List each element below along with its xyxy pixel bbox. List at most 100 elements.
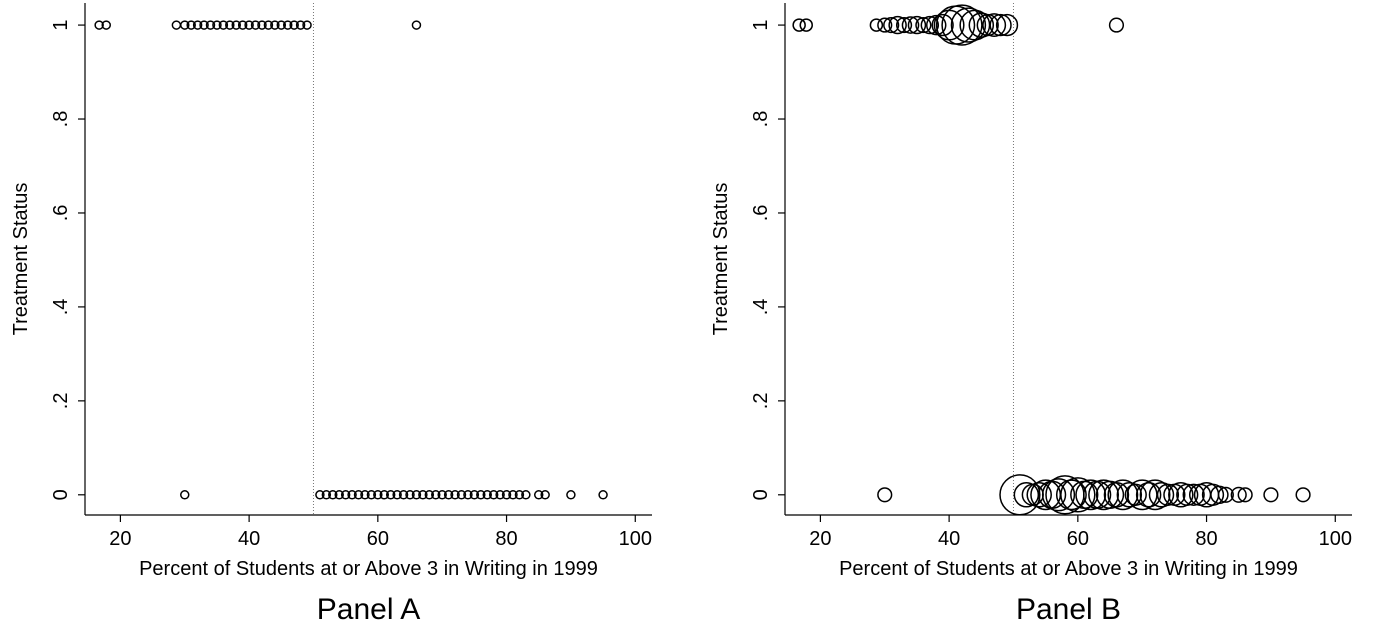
point bbox=[373, 490, 383, 500]
point bbox=[315, 490, 325, 500]
point bbox=[469, 490, 480, 500]
y-tick-label: .4 bbox=[750, 299, 772, 316]
point bbox=[263, 20, 274, 30]
bubble bbox=[1156, 483, 1180, 506]
point bbox=[244, 20, 254, 30]
point bbox=[199, 20, 209, 30]
point bbox=[347, 490, 357, 500]
x-tick-label: 40 bbox=[938, 528, 960, 550]
bubble bbox=[1088, 479, 1120, 511]
y-axis-title: Treatment Status bbox=[710, 183, 732, 336]
bubble bbox=[895, 16, 913, 34]
point bbox=[171, 20, 182, 30]
point bbox=[366, 490, 377, 500]
bubble bbox=[1107, 479, 1139, 511]
bubble bbox=[989, 13, 1012, 37]
y-tick-label: 1 bbox=[50, 20, 72, 31]
panel-title: Panel A bbox=[317, 593, 420, 626]
bubble bbox=[869, 18, 884, 32]
bubble bbox=[982, 13, 1007, 38]
bubble bbox=[931, 13, 954, 37]
point bbox=[270, 20, 280, 30]
point bbox=[334, 490, 344, 500]
point bbox=[212, 20, 222, 30]
bubble bbox=[1263, 487, 1279, 503]
bubble bbox=[950, 7, 987, 43]
y-tick-label: .6 bbox=[50, 205, 72, 222]
point bbox=[101, 20, 111, 30]
point bbox=[276, 20, 287, 30]
point bbox=[566, 490, 576, 500]
point bbox=[192, 20, 203, 30]
point bbox=[418, 490, 428, 500]
bubble bbox=[926, 14, 947, 36]
bubble bbox=[1075, 479, 1107, 511]
point bbox=[282, 20, 293, 30]
y-tick-label: .2 bbox=[50, 393, 72, 410]
bubble bbox=[901, 16, 920, 34]
point bbox=[501, 490, 512, 500]
bubble bbox=[1217, 486, 1234, 503]
bubble bbox=[999, 474, 1041, 516]
bubble bbox=[1060, 477, 1096, 513]
bubble bbox=[1026, 482, 1052, 508]
bubble bbox=[995, 13, 1019, 37]
point bbox=[521, 490, 531, 500]
point bbox=[237, 20, 248, 30]
bubble bbox=[1168, 482, 1194, 508]
bubble bbox=[968, 12, 995, 38]
x-axis-title: Percent of Students at or Above 3 in Wri… bbox=[839, 558, 1298, 580]
bubble bbox=[1182, 483, 1205, 506]
bubble bbox=[1210, 485, 1229, 505]
point bbox=[360, 490, 370, 500]
y-tick-label: 1 bbox=[750, 20, 772, 31]
bubble bbox=[883, 16, 900, 34]
bubble bbox=[920, 15, 940, 35]
point bbox=[411, 20, 422, 30]
y-tick-label: 0 bbox=[50, 489, 72, 500]
bubble bbox=[1041, 478, 1076, 512]
y-axis-title: Treatment Status bbox=[10, 183, 32, 336]
bubble bbox=[1135, 482, 1162, 508]
point bbox=[186, 20, 196, 30]
point bbox=[598, 490, 608, 500]
point bbox=[180, 20, 190, 30]
x-tick-label: 20 bbox=[109, 528, 131, 550]
point bbox=[443, 490, 454, 500]
x-tick-label: 100 bbox=[1319, 528, 1352, 550]
y-tick-label: 0 bbox=[750, 489, 772, 500]
point bbox=[295, 20, 306, 30]
bubble bbox=[1095, 480, 1125, 509]
point bbox=[257, 20, 267, 30]
x-tick-label: 80 bbox=[1195, 528, 1217, 550]
point bbox=[302, 20, 312, 30]
bubble bbox=[1103, 482, 1130, 508]
x-axis-title: Percent of Students at or Above 3 in Wri… bbox=[139, 558, 598, 580]
point bbox=[482, 490, 492, 500]
bubble bbox=[1116, 482, 1143, 508]
point bbox=[508, 490, 518, 500]
bubble bbox=[976, 13, 999, 37]
point bbox=[540, 490, 550, 500]
point bbox=[488, 490, 499, 500]
point bbox=[385, 490, 396, 500]
point bbox=[405, 490, 415, 500]
x-tick-label: 60 bbox=[1067, 528, 1089, 550]
point bbox=[437, 490, 447, 500]
x-tick-label: 20 bbox=[809, 528, 831, 550]
point bbox=[218, 20, 229, 30]
point bbox=[514, 490, 525, 500]
bubble bbox=[1237, 487, 1253, 503]
point bbox=[476, 490, 486, 500]
point bbox=[392, 490, 402, 500]
bubble bbox=[1139, 479, 1171, 511]
bubble bbox=[915, 16, 932, 34]
point bbox=[431, 490, 441, 500]
bubble bbox=[1148, 482, 1175, 508]
y-tick-label: .8 bbox=[750, 111, 772, 128]
point bbox=[424, 490, 435, 500]
bubble bbox=[799, 18, 813, 32]
bubble bbox=[1295, 487, 1311, 503]
point bbox=[321, 490, 332, 500]
